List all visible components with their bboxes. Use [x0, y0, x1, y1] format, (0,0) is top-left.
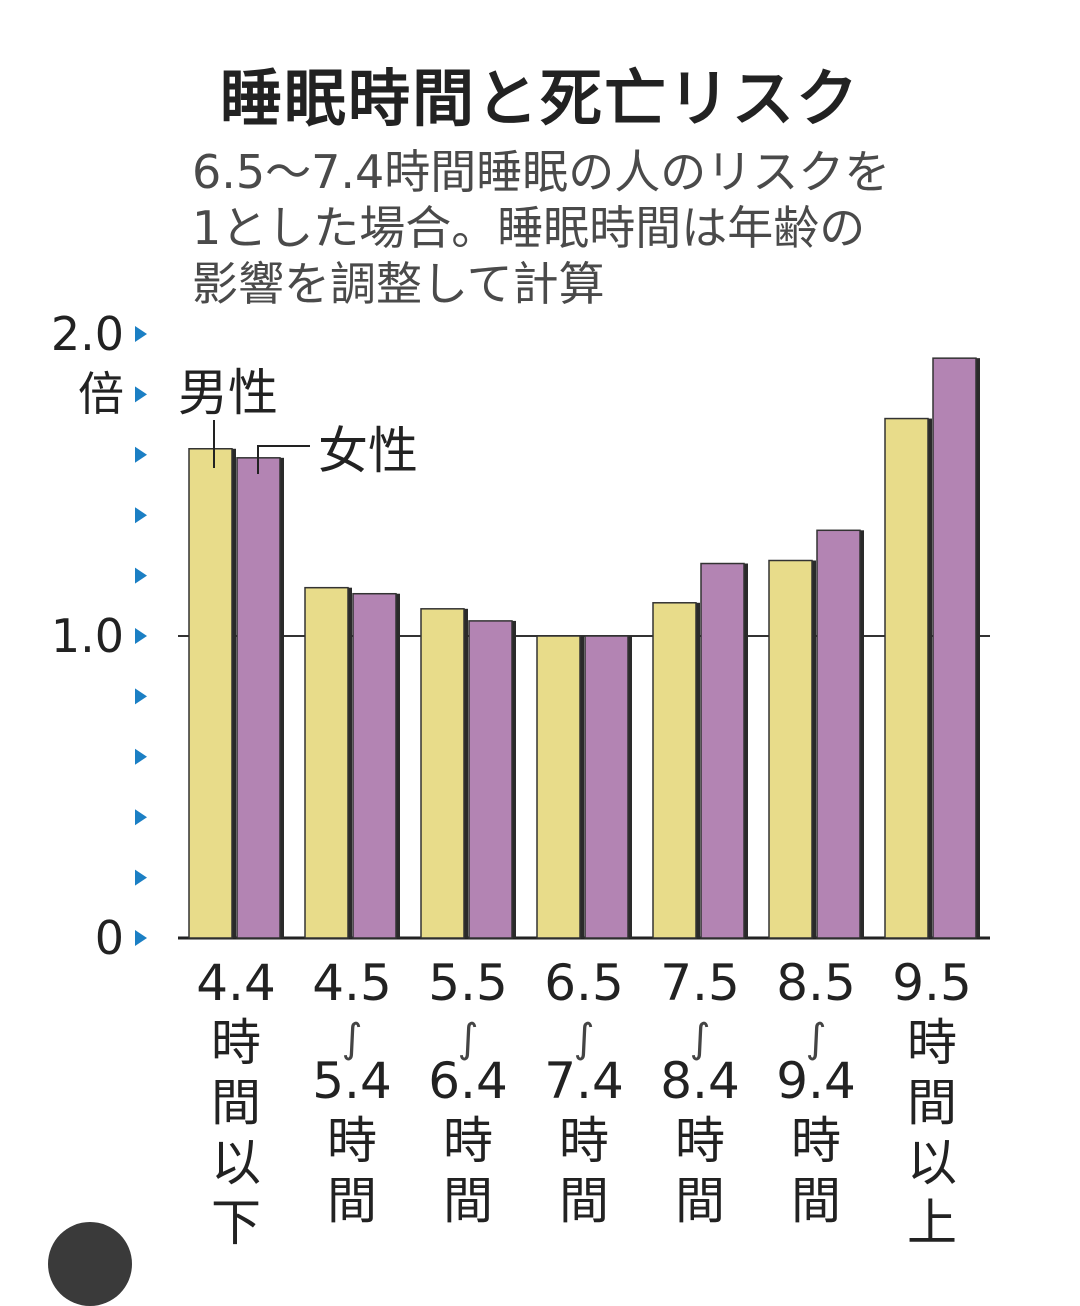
bar-male — [420, 608, 465, 939]
x-tick-label: 上 — [907, 1194, 957, 1248]
x-tick-label: 6.5 — [544, 954, 624, 1012]
x-tick-label: ∫ — [806, 1016, 827, 1062]
legend-label-male: 男性 — [178, 364, 278, 422]
bar-edge — [463, 608, 468, 938]
bar-edge — [231, 448, 236, 938]
chart-title: 睡眠時間と死亡リスク — [219, 62, 860, 135]
x-tick-label: 間 — [791, 1172, 841, 1230]
bar-edge — [279, 457, 284, 938]
x-tick-label: 5.4 — [312, 1052, 392, 1110]
bar-female — [236, 457, 281, 939]
bar-male — [536, 635, 581, 939]
bar-male — [188, 448, 233, 939]
x-tick-label: 時 — [327, 1112, 377, 1170]
x-tick-label: 7.5 — [660, 954, 740, 1012]
subtitle-line: 1とした場合。睡眠時間は年齢の — [192, 201, 866, 255]
y-tick-marker — [135, 809, 147, 826]
bar-edge — [347, 587, 352, 938]
x-tick-label: 9.5 — [892, 954, 972, 1012]
bar-chart: 2.01.00倍4.4時間以下4.5∫5.4時間5.5∫6.4時間6.5∫7.4… — [51, 307, 990, 1248]
x-tick-label: 間 — [559, 1172, 609, 1230]
legend-leader-female — [257, 445, 310, 474]
x-tick-label: 4.5 — [312, 954, 392, 1012]
bar-edge — [395, 593, 400, 938]
x-tick-label: 8.5 — [776, 954, 856, 1012]
bar-edge — [511, 620, 516, 938]
bar-edge — [811, 560, 816, 938]
x-tick-label: ∫ — [574, 1016, 595, 1062]
x-tick-label: 時 — [559, 1112, 609, 1170]
x-tick-label: ∫ — [458, 1016, 479, 1062]
bar-edge — [627, 636, 632, 938]
x-tick-label: 時 — [675, 1112, 725, 1170]
subtitle-line: 6.5〜7.4時間睡眠の人のリスクを — [192, 145, 891, 199]
y-tick-marker — [135, 507, 147, 524]
bar-female — [584, 635, 629, 939]
x-tick-label: 間 — [443, 1172, 493, 1230]
y-tick-marker — [135, 869, 147, 886]
x-tick-label: 間 — [211, 1074, 261, 1132]
bar-male — [304, 586, 349, 939]
bar-female — [932, 357, 977, 939]
x-tick-label: 時 — [211, 1014, 261, 1072]
y-tick-marker — [135, 688, 147, 705]
x-tick-label: 以 — [211, 1134, 261, 1192]
subtitle-line: 影響を調整して計算 — [192, 257, 605, 311]
y-tick-marker — [135, 628, 147, 644]
x-tick-label: 6.4 — [428, 1052, 508, 1110]
y-unit-label: 倍 — [78, 367, 124, 421]
x-tick-label: 間 — [907, 1074, 957, 1132]
x-tick-label: 間 — [327, 1172, 377, 1230]
bar-male — [884, 417, 929, 939]
bar-edge — [743, 563, 748, 938]
y-tick-marker — [135, 567, 147, 584]
y-tick-label: 1.0 — [51, 609, 124, 663]
x-tick-label: 下 — [211, 1194, 261, 1248]
x-tick-label: ∫ — [690, 1016, 711, 1062]
x-tick-label: ∫ — [342, 1016, 363, 1062]
bar-female — [352, 592, 397, 939]
bar-female — [700, 562, 745, 939]
bar-edge — [927, 418, 932, 938]
x-tick-label: 時 — [907, 1014, 957, 1072]
x-tick-label: 間 — [675, 1172, 725, 1230]
close-icon[interactable] — [48, 1222, 132, 1306]
x-tick-label: 時 — [791, 1112, 841, 1170]
x-tick-label: 時 — [443, 1112, 493, 1170]
bar-male — [652, 602, 697, 939]
bar-male — [768, 559, 813, 939]
bar-female — [816, 529, 861, 939]
x-tick-label: 9.4 — [776, 1052, 856, 1110]
y-tick-label: 2.0 — [51, 307, 124, 361]
x-tick-label: 5.5 — [428, 954, 508, 1012]
x-tick-label: 4.4 — [196, 954, 276, 1012]
y-tick-marker — [135, 386, 147, 403]
y-tick-marker — [135, 748, 147, 765]
y-tick-marker — [135, 930, 147, 946]
bar-edge — [695, 602, 700, 938]
legend-label-female: 女性 — [318, 422, 418, 480]
bar-edge — [975, 358, 980, 938]
x-tick-label: 8.4 — [660, 1052, 740, 1110]
x-tick-label: 7.4 — [544, 1052, 624, 1110]
y-tick-label: 0 — [95, 911, 124, 965]
chart-subtitle: 6.5〜7.4時間睡眠の人のリスクを 1とした場合。睡眠時間は年齢の 影響を調整… — [192, 144, 1012, 312]
x-tick-label: 以 — [907, 1134, 957, 1192]
bar-edge — [859, 530, 864, 938]
y-tick-marker — [135, 326, 147, 342]
bar-edge — [579, 636, 584, 938]
bar-female — [468, 620, 513, 939]
y-tick-marker — [135, 446, 147, 463]
